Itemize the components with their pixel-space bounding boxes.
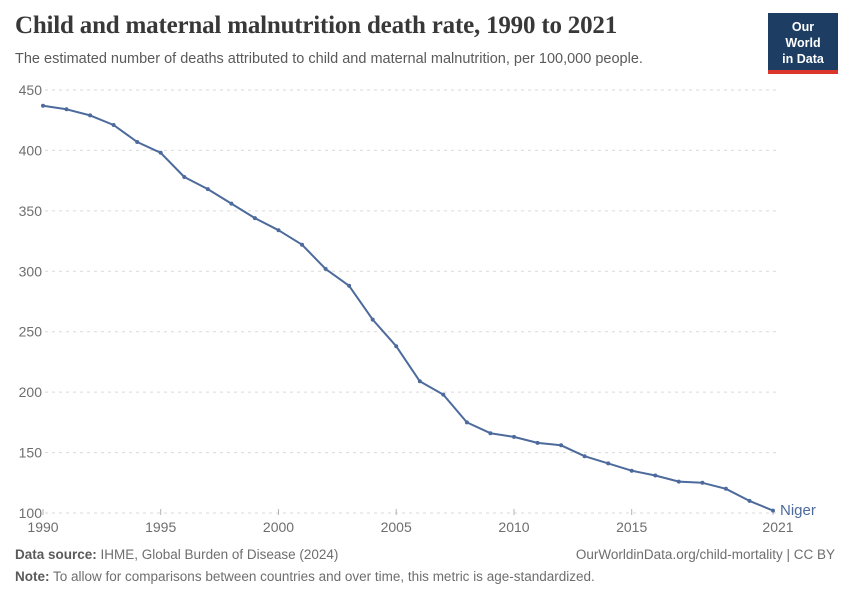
x-axis-label: 2005 [381, 519, 412, 535]
y-axis-label: 250 [19, 324, 43, 340]
data-point[interactable] [64, 107, 69, 112]
x-axis-label: 1995 [145, 519, 176, 535]
data-point[interactable] [488, 431, 493, 436]
data-point[interactable] [582, 454, 587, 459]
data-point[interactable] [370, 317, 375, 322]
data-point[interactable] [158, 150, 163, 155]
data-point[interactable] [700, 480, 705, 485]
series-end-label[interactable]: Niger [780, 502, 816, 519]
data-point[interactable] [747, 498, 752, 503]
note-text: To allow for comparisons between countri… [49, 569, 595, 584]
data-point[interactable] [182, 175, 187, 179]
data-point[interactable] [135, 140, 140, 144]
y-axis-label: 300 [19, 263, 43, 279]
data-point[interactable] [417, 379, 422, 384]
data-point[interactable] [394, 344, 399, 349]
x-axis-label: 2015 [616, 519, 647, 535]
data-point[interactable] [88, 113, 93, 118]
data-point[interactable] [559, 443, 564, 448]
data-point[interactable] [300, 242, 304, 247]
attribution-link[interactable]: OurWorldinData.org/child-mortality | CC … [575, 547, 835, 562]
y-axis-label: 150 [19, 445, 43, 461]
data-point[interactable] [229, 201, 234, 206]
owid-logo-line2: in Data [782, 52, 824, 66]
data-point[interactable] [347, 283, 352, 288]
data-point[interactable] [464, 420, 469, 425]
data-point[interactable] [111, 123, 116, 127]
y-axis-label: 100 [19, 505, 43, 521]
chart-footer: Data source: IHME, Global Burden of Dise… [15, 547, 835, 584]
note-label: Note: [15, 569, 50, 584]
y-axis-label: 350 [19, 203, 43, 219]
data-point[interactable] [653, 473, 658, 478]
y-axis-label: 400 [19, 142, 43, 158]
data-point[interactable] [276, 228, 281, 233]
data-source-text: IHME, Global Burden of Disease (2024) [96, 547, 339, 562]
chart-subtitle: The estimated number of deaths attribute… [15, 51, 643, 67]
data-point[interactable] [252, 216, 257, 221]
data-point[interactable] [441, 392, 446, 397]
note-line: Note: To allow for comparisons between c… [15, 569, 835, 584]
data-point[interactable] [723, 486, 728, 491]
x-axis-label: 1990 [27, 519, 58, 535]
data-point[interactable] [629, 468, 634, 473]
data-point[interactable] [606, 461, 611, 466]
owid-logo[interactable]: Our World in Data [768, 13, 838, 74]
y-axis-label: 450 [19, 82, 43, 98]
data-source-label: Data source: [15, 547, 97, 562]
y-axis-label: 200 [19, 384, 43, 400]
x-axis-label: 2010 [498, 519, 529, 535]
x-axis-label: 2021 [762, 519, 793, 535]
data-point[interactable] [205, 187, 210, 192]
page-title: Child and maternal malnutrition death ra… [15, 12, 617, 39]
data-point[interactable] [41, 103, 45, 108]
data-point[interactable] [535, 440, 540, 445]
series-line-niger[interactable] [42, 104, 774, 512]
data-point[interactable] [323, 266, 328, 271]
data-source-line: Data source: IHME, Global Burden of Dise… [15, 547, 338, 562]
data-point[interactable] [512, 434, 516, 439]
data-point[interactable] [676, 479, 681, 484]
owid-logo-line1: Our World [785, 20, 821, 50]
data-point[interactable] [771, 508, 775, 513]
x-axis-label: 2000 [263, 519, 294, 535]
